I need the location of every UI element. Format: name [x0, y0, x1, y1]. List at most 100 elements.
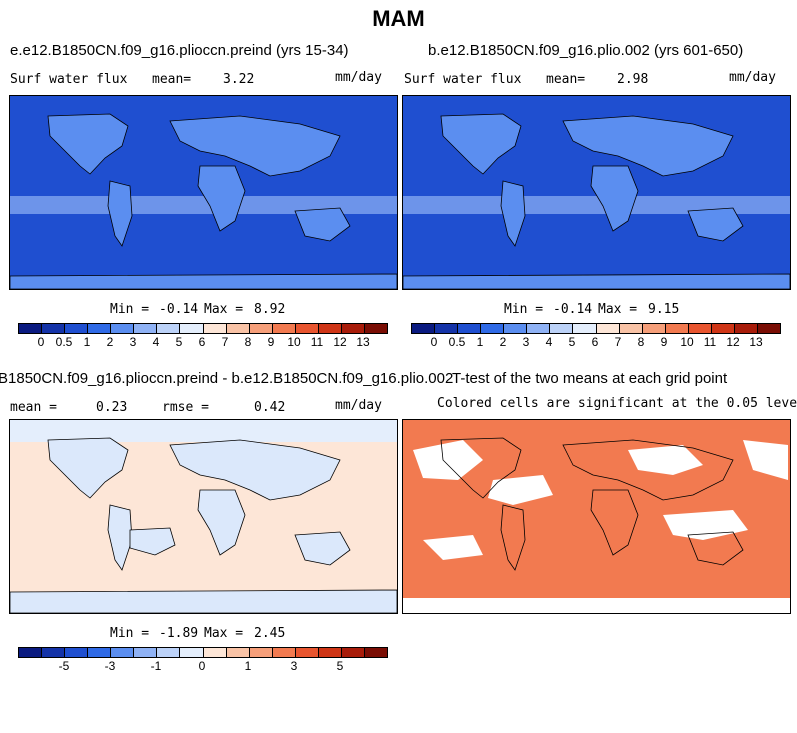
colorbar-tick-label: 10 — [287, 335, 301, 349]
colorbar-swatch — [19, 648, 43, 657]
panel2-map — [402, 95, 791, 290]
main-title: MAM — [372, 6, 425, 31]
colorbar-swatch — [65, 324, 89, 333]
colorbar-swatch — [226, 324, 250, 333]
colorbar-swatch — [272, 648, 296, 657]
colorbar-swatch — [42, 648, 66, 657]
panel2-variable-label: Surf water flux — [404, 72, 522, 87]
colorbar-tick-label: 0 — [198, 659, 206, 673]
colorbar-tick-label: 9 — [660, 335, 668, 349]
colorbar-swatch — [504, 324, 528, 333]
colorbar-tick-label: -1 — [150, 659, 162, 673]
panel3-mean-label: mean = — [10, 400, 57, 415]
colorbar-tick-label: 0.5 — [55, 335, 73, 349]
colorbar-swatch — [42, 324, 66, 333]
panel3-min-label: Min = — [110, 626, 150, 641]
panel2-mean-label: mean= — [546, 72, 586, 87]
colorbar-tick-label: 3 — [522, 335, 530, 349]
panel1-units: mm/day — [335, 70, 382, 85]
colorbar-tick-label: 12 — [726, 335, 740, 349]
colorbar-swatch — [226, 648, 250, 657]
colorbar-swatch — [157, 648, 181, 657]
colorbar-tick-label: 12 — [333, 335, 347, 349]
colorbar-swatch — [458, 324, 482, 333]
panel3-max-value: 2.45 — [254, 626, 286, 641]
panel1-max-label: Max = — [204, 302, 244, 317]
colorbar-swatch — [364, 324, 387, 333]
colorbar-swatch — [88, 648, 112, 657]
colorbar-swatch — [88, 324, 112, 333]
colorbar-tick-label: 3 — [129, 335, 137, 349]
panel1-map-graphic — [10, 96, 397, 289]
panel2-max-value: 9.15 — [648, 302, 680, 317]
colorbar-swatch — [203, 648, 227, 657]
panel2-min-label: Min = — [504, 302, 544, 317]
colorbar-tick-label: 6 — [591, 335, 599, 349]
colorbar-swatch — [688, 324, 712, 333]
panel1-max-value: 8.92 — [254, 302, 286, 317]
panel1-mean-value: 3.22 — [223, 72, 255, 87]
panel2-units: mm/day — [729, 70, 776, 85]
colorbar-tick-label: -3 — [104, 659, 116, 673]
colorbar-swatch — [412, 324, 436, 333]
colorbar-swatch — [757, 324, 780, 333]
colorbar-swatch — [272, 324, 296, 333]
panel2-title: b.e12.B1850CN.f09_g16.plio.002 (yrs 601-… — [428, 42, 744, 59]
colorbar-swatch — [134, 324, 158, 333]
colorbar-swatch — [203, 324, 227, 333]
colorbar-tick-label: 6 — [198, 335, 206, 349]
colorbar-swatch — [642, 324, 666, 333]
colorbar-swatch — [481, 324, 505, 333]
colorbar-tick-label: 5 — [568, 335, 576, 349]
colorbar-swatch — [435, 324, 459, 333]
colorbar-tick-label: 5 — [336, 659, 344, 673]
colorbar-tick-label: 13 — [356, 335, 370, 349]
panel1-min-label: Min = — [110, 302, 150, 317]
panel4-title: T-test of the two means at each grid poi… — [452, 370, 728, 387]
panel1-map — [9, 95, 398, 290]
colorbar-swatch — [550, 324, 574, 333]
colorbar-swatch — [65, 648, 89, 657]
colorbar-swatch — [596, 324, 620, 333]
colorbar-swatch — [318, 324, 342, 333]
panel4-map — [402, 419, 791, 614]
panel4-subtitle: Colored cells are significant at the 0.0… — [437, 396, 797, 411]
colorbar-swatch — [180, 324, 204, 333]
colorbar-swatch — [111, 648, 135, 657]
colorbar-swatch — [619, 324, 643, 333]
panel3-min-value: -1.89 — [159, 626, 199, 641]
colorbar-swatch — [734, 324, 758, 333]
colorbar-swatch — [711, 324, 735, 333]
colorbar-swatch — [318, 648, 342, 657]
colorbar-tick-label: 11 — [310, 335, 324, 349]
colorbar-tick-label: 2 — [499, 335, 507, 349]
colorbar-tick-label: 1 — [476, 335, 484, 349]
panel3-mean-value: 0.23 — [96, 400, 128, 415]
colorbar-swatch — [341, 648, 365, 657]
colorbar-tick-label: 1 — [244, 659, 252, 673]
colorbar-swatch — [364, 648, 387, 657]
panel2-max-label: Max = — [598, 302, 638, 317]
colorbar-tick-label: 4 — [152, 335, 160, 349]
colorbar-tick-label: 13 — [749, 335, 763, 349]
panel3-max-label: Max = — [204, 626, 244, 641]
panel4-map-graphic — [403, 420, 790, 613]
colorbar-swatch — [295, 648, 319, 657]
colorbar-tick-label: 7 — [614, 335, 622, 349]
colorbar-tick-label: 1 — [83, 335, 91, 349]
panel3-map-graphic — [10, 420, 397, 613]
panel3-map — [9, 419, 398, 614]
colorbar-swatch — [573, 324, 597, 333]
colorbar-tick-label: 0 — [37, 335, 45, 349]
colorbar-swatch — [665, 324, 689, 333]
panel3-rmse-label: rmse = — [162, 400, 209, 415]
colorbar-tick-label: 10 — [680, 335, 694, 349]
panel3-colorbar — [18, 647, 388, 658]
panel2-colorbar — [411, 323, 781, 334]
colorbar-swatch — [111, 324, 135, 333]
colorbar-swatch — [527, 324, 551, 333]
colorbar-tick-label: 8 — [637, 335, 645, 349]
colorbar-tick-label: 4 — [545, 335, 553, 349]
colorbar-tick-label: 11 — [703, 335, 717, 349]
panel1-colorbar — [18, 323, 388, 334]
